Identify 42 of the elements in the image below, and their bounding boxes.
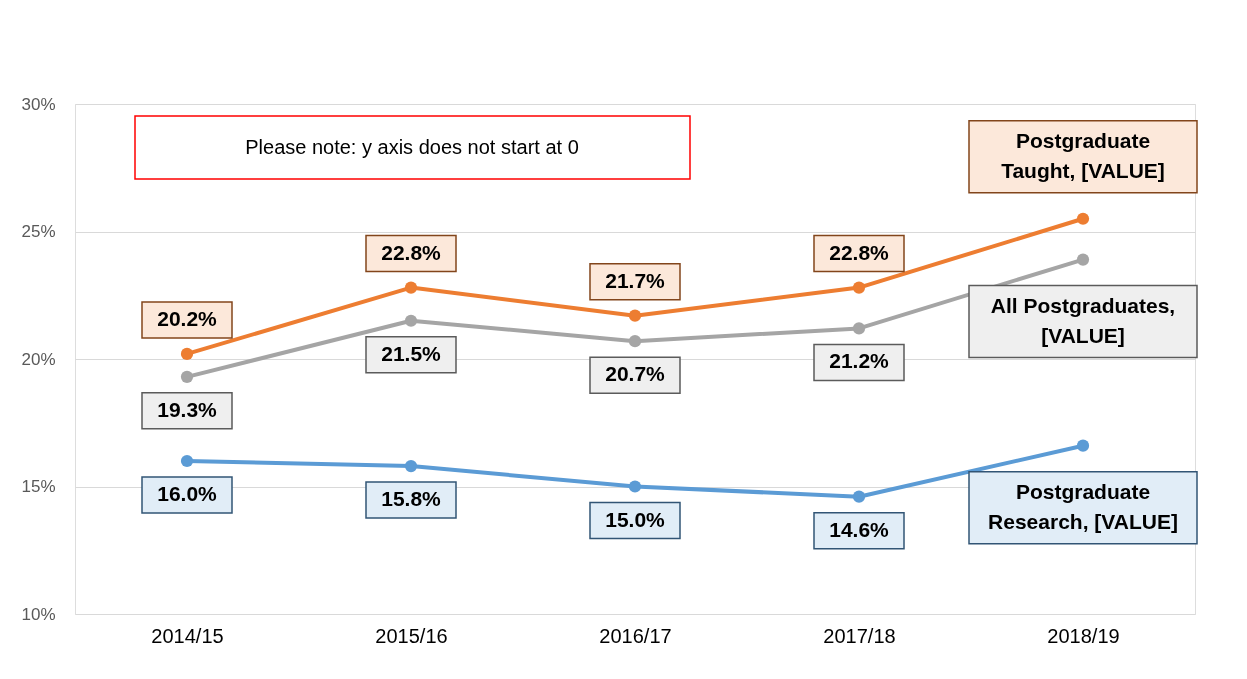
data-label: 20.2%: [157, 306, 218, 330]
data-label: 14.6%: [829, 517, 890, 541]
point: [852, 490, 866, 503]
y-tick-label: 25%: [21, 222, 56, 241]
text: All Postgraduates,: [990, 293, 1176, 317]
data-label: 20.7%: [605, 362, 666, 386]
y-tick-label: 20%: [21, 349, 56, 369]
point: [180, 347, 194, 361]
point: [180, 454, 194, 468]
text: [VALUE]: [1041, 323, 1125, 347]
annotation: Please note: y axis does not start at 0: [245, 136, 579, 158]
data-label: 21.2%: [829, 349, 890, 373]
y-tick-label: 30%: [21, 94, 56, 114]
data-label: 15.8%: [381, 487, 442, 511]
point: [180, 370, 194, 383]
text: Postgraduate Research, [VALUE]: [988, 479, 1178, 533]
data-label: 21.5%: [381, 341, 442, 365]
point: [852, 281, 866, 294]
data-label: 22.8%: [381, 240, 442, 264]
y-tick-label: 15%: [21, 477, 56, 496]
point: [404, 314, 418, 327]
data-label: 16.0%: [157, 482, 218, 505]
point: [852, 322, 866, 335]
y-tick-label: 10%: [21, 604, 56, 624]
data-label: 22.8%: [829, 240, 890, 264]
x-tick-label: 2017/18: [823, 624, 896, 647]
data-label: 21.7%: [605, 268, 666, 292]
point: [628, 309, 642, 322]
point: [404, 459, 418, 473]
x-tick-label: 2015/16: [375, 624, 448, 647]
x-tick-label: 2014/15: [151, 624, 224, 647]
point: [1076, 212, 1090, 225]
x-tick-label: 2018/19: [1047, 624, 1120, 647]
text: Postgraduate Taught, [VALUE]: [1001, 128, 1165, 182]
x-tick-label: 2016/17: [599, 624, 672, 647]
point: [628, 480, 642, 493]
point: [1076, 253, 1090, 266]
point: [1076, 439, 1090, 452]
data-label: 19.3%: [157, 397, 218, 421]
point: [628, 335, 642, 348]
data-label: 15.0%: [605, 507, 666, 531]
point: [404, 281, 418, 294]
